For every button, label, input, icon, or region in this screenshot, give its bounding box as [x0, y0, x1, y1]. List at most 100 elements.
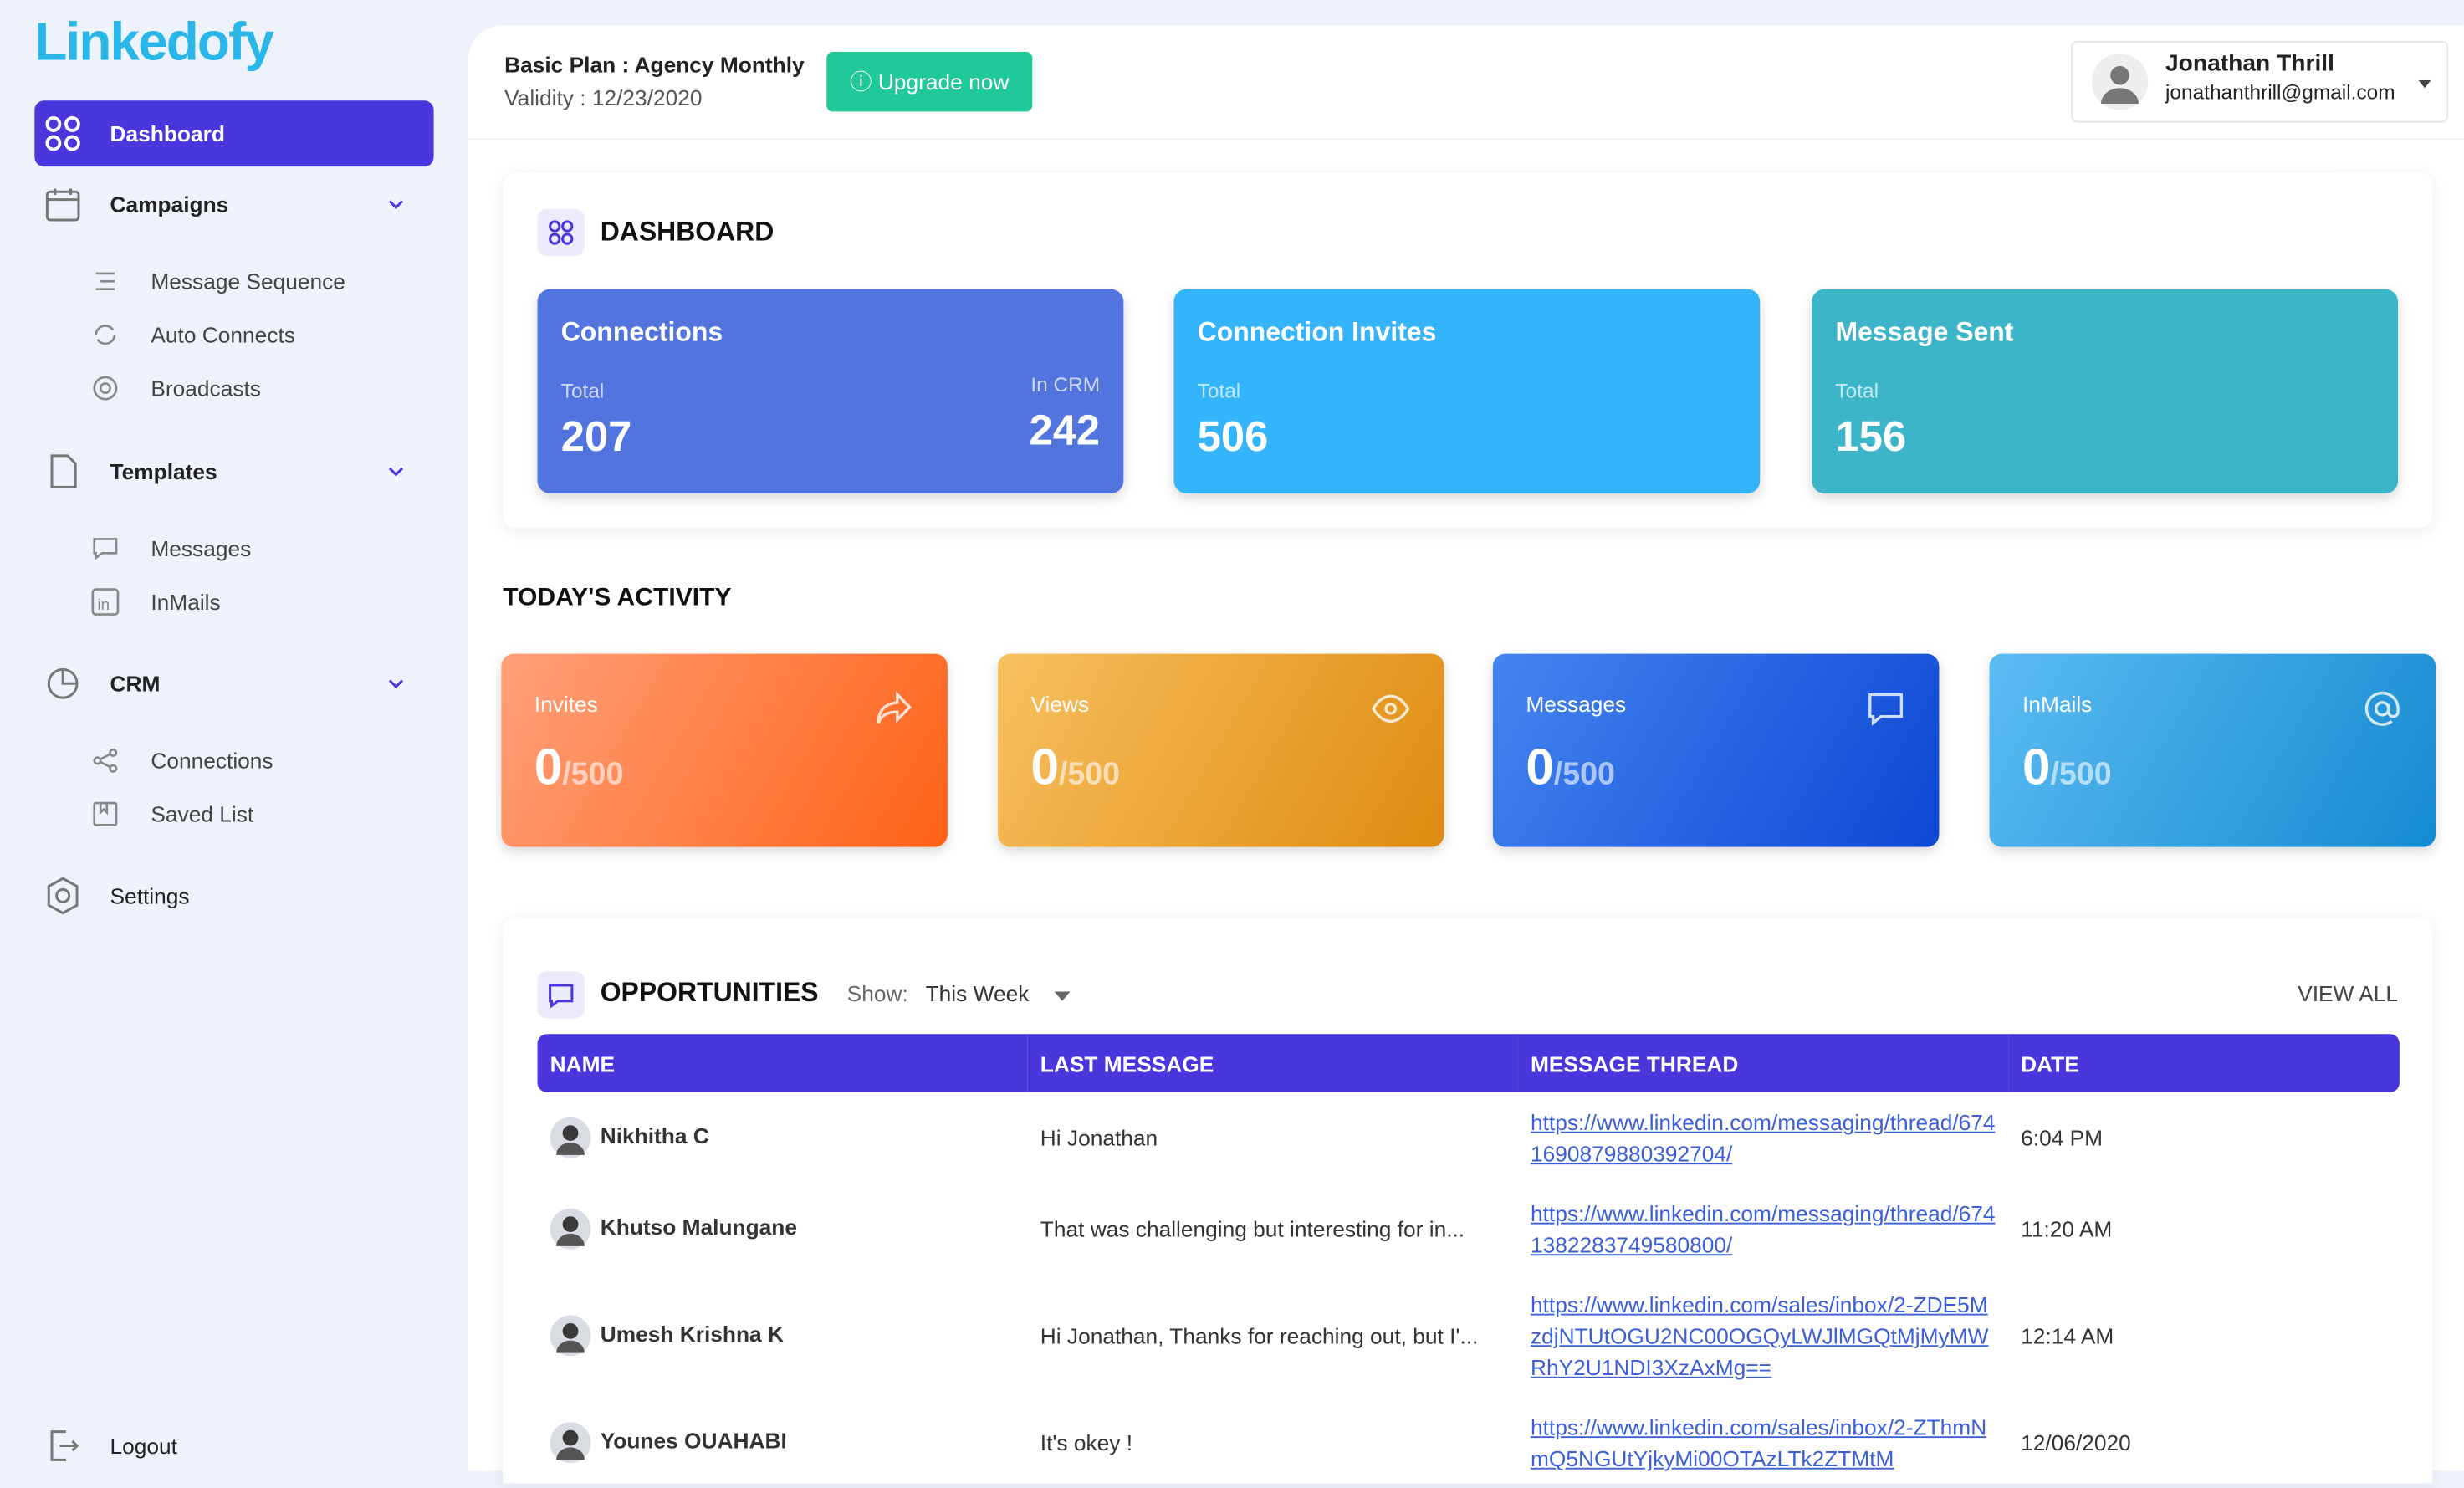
nav-label: Settings — [110, 882, 190, 908]
header-divider — [468, 138, 2464, 141]
activity-value: 0/500 — [2022, 739, 2112, 797]
activity-limit: /500 — [1553, 757, 1615, 792]
user-email: jonathanthrill@gmail.com — [2165, 79, 2395, 105]
activity-label: InMails — [2022, 691, 2093, 717]
nav-campaigns[interactable]: Campaigns — [34, 171, 433, 238]
table-row: Umesh Krishna K Hi Jonathan, Thanks for r… — [538, 1275, 2400, 1398]
thread-cell: https://www.linkedin.com/sales/inbox/2-Z… — [1518, 1397, 2008, 1488]
date: 6:04 PM — [2021, 1125, 2104, 1151]
stat-label: Total — [1197, 378, 1241, 402]
nav-label: Templates — [110, 458, 217, 484]
activity-limit: /500 — [1058, 757, 1121, 792]
stat-label: Total — [560, 378, 605, 402]
activity-title: TODAY'S ACTIVITY — [503, 584, 732, 611]
svg-text:in: in — [97, 596, 110, 613]
nav-sub[interactable]: Messages — [91, 534, 251, 563]
activity-card: Invites 0/500 — [501, 653, 948, 847]
nav-sub-label: Message Sequence — [151, 268, 345, 294]
nav-sub[interactable]: Broadcasts — [91, 374, 261, 402]
nav-dashboard[interactable]: Dashboard — [34, 100, 434, 167]
thread-link[interactable]: https://www.linkedin.com/sales/inbox/2-Z… — [1530, 1291, 1989, 1380]
thread-cell: https://www.linkedin.com/messaging/threa… — [1518, 1092, 2008, 1184]
nav-templates[interactable]: Templates — [34, 438, 433, 504]
nav-label: Campaigns — [110, 192, 229, 217]
view-all[interactable]: VIEW ALL — [2298, 980, 2399, 1006]
table-head: NAME LAST MESSAGE MESSAGE THREAD DATE — [537, 1034, 2400, 1092]
name-cell: Younes OUAHABI — [538, 1397, 1028, 1488]
avatar — [550, 1117, 591, 1158]
user-name: Jonathan Thrill — [2165, 50, 2334, 78]
stat-value: 506 — [1197, 413, 1269, 461]
plan-name: Basic Plan : Agency Monthly — [504, 52, 805, 78]
activity-count: 0 — [1526, 739, 1554, 795]
dashboard-title: DASHBOARD — [600, 217, 774, 247]
thread-link[interactable]: https://www.linkedin.com/messaging/threa… — [1530, 1109, 1996, 1167]
logo[interactable]: Linkedofy — [34, 13, 274, 73]
nav-sub-label: Messages — [151, 535, 252, 561]
nav-sub[interactable]: Saved List — [91, 800, 253, 828]
contact-name: Umesh Krishna K — [600, 1321, 784, 1347]
nav-sub-label: Connections — [151, 748, 273, 774]
activity-card: Messages 0/500 — [1492, 653, 1940, 847]
stat-title: Connection Invites — [1197, 317, 1437, 348]
avatar — [550, 1315, 591, 1357]
date: 11:20 AM — [2021, 1216, 2113, 1242]
stat-value: 242 — [1029, 407, 1101, 454]
header-row: NAME LAST MESSAGE MESSAGE THREAD DATE — [537, 1034, 2400, 1092]
thread-cell: https://www.linkedin.com/messaging/threa… — [1518, 1184, 2008, 1275]
nav-sub[interactable]: Connections — [91, 746, 273, 775]
nav-sub[interactable]: Message Sequence — [91, 267, 345, 295]
last-message: Hi Jonathan, Thanks for reaching out, bu… — [1040, 1322, 1479, 1349]
activity-card: Views 0/500 — [998, 653, 1444, 847]
nav-label: Dashboard — [110, 120, 225, 146]
user-menu[interactable]: Jonathan Thrill jonathanthrill@gmail.com — [2071, 40, 2449, 123]
activity-count: 0 — [1030, 739, 1059, 795]
nav-sub-label: Saved List — [151, 801, 254, 827]
activity-value: 0/500 — [1030, 739, 1120, 797]
stat-value: 207 — [560, 413, 632, 461]
show-select[interactable]: This Week — [925, 980, 1071, 1006]
activity-count: 0 — [2022, 739, 2051, 795]
activity-limit: /500 — [2050, 757, 2112, 792]
opportunities-icon — [537, 971, 585, 1019]
table-row: Nikhitha C Hi Jonathan https://www.linkedi… — [538, 1092, 2400, 1184]
opportunities-title: OPPORTUNITIES — [600, 977, 819, 1008]
stat-card: Message Sent Total 156 — [1812, 289, 2399, 493]
thread-cell: https://www.linkedin.com/sales/inbox/2-Z… — [1518, 1275, 2008, 1398]
activity-label: Views — [1030, 691, 1090, 717]
avatar — [550, 1208, 591, 1250]
table-row: Younes OUAHABI It's okey ! https://www.lin… — [538, 1397, 2400, 1488]
last-message: It's okey ! — [1040, 1429, 1133, 1455]
thread-link[interactable]: https://www.linkedin.com/messaging/threa… — [1530, 1200, 1996, 1258]
upgrade-button[interactable]: ⓘ Upgrade now — [826, 52, 1033, 112]
activity-count: 0 — [534, 739, 563, 795]
nav-sub-label: Broadcasts — [151, 376, 261, 401]
nav-settings[interactable]: Settings — [34, 862, 433, 928]
activity-card: InMails 0/500 — [1989, 653, 2436, 847]
stat-title: Connections — [560, 317, 723, 348]
name-cell: Nikhitha C — [538, 1092, 1028, 1184]
show-label: Show: — [846, 980, 908, 1006]
dashboard-icon — [537, 208, 585, 257]
stat-card: Connection Invites Total 506 — [1173, 289, 1761, 493]
avatar — [550, 1422, 591, 1464]
nav-crm[interactable]: CRM — [34, 651, 433, 717]
nav-logout[interactable]: Logout — [34, 1413, 433, 1479]
opportunities-table: NAME LAST MESSAGE MESSAGE THREAD DATE Nikhi… — [537, 1034, 2400, 1488]
name-cell: Khutso Malungane — [538, 1184, 1028, 1275]
column-header: MESSAGE THREAD — [1517, 1034, 2009, 1092]
name-cell: Umesh Krishna K — [538, 1275, 1028, 1398]
contact-name: Khutso Malungane — [600, 1214, 797, 1240]
nav-sub[interactable]: in InMails — [91, 588, 221, 616]
show-value: This Week — [925, 980, 1030, 1006]
opportunities-panel — [503, 918, 2433, 1484]
contact-name: Younes OUAHABI — [600, 1428, 787, 1454]
thread-link[interactable]: https://www.linkedin.com/sales/inbox/2-Z… — [1530, 1414, 1987, 1471]
nav-sub[interactable]: Auto Connects — [91, 320, 295, 349]
activity-limit: /500 — [562, 757, 624, 792]
activity-value: 0/500 — [534, 739, 624, 797]
upgrade-label: Upgrade now — [877, 69, 1010, 95]
